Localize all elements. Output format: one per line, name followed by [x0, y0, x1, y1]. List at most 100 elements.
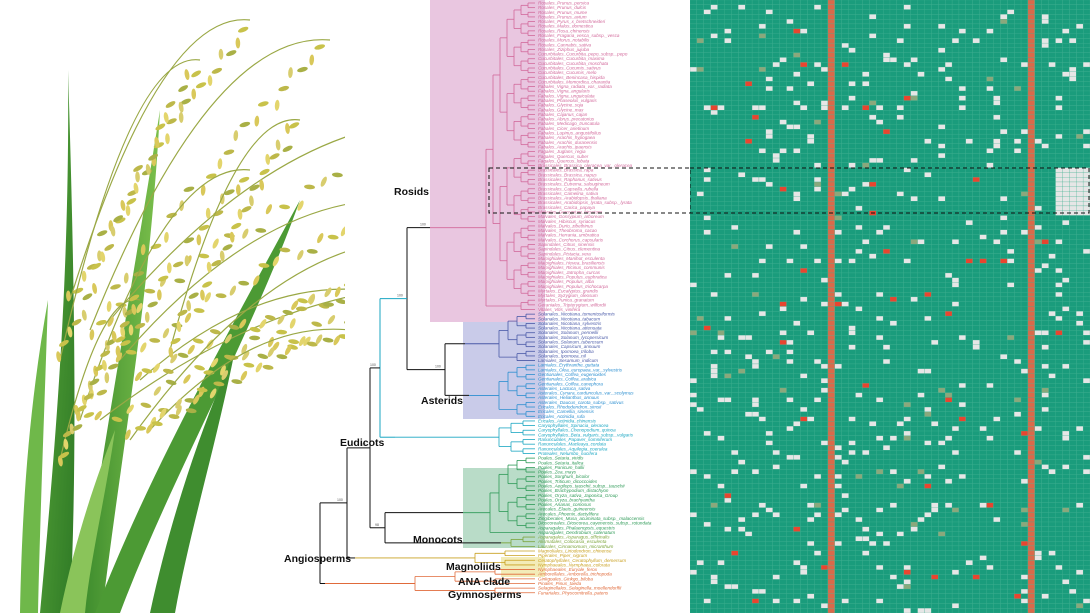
leaf-blades — [20, 70, 300, 613]
tip-label: Malpighiales_Ricinus_communis — [538, 265, 605, 270]
tip-label: Vitales_Vitis_vinifera — [538, 307, 581, 312]
tip-label: Malpighiales_Manihot_esculenta — [538, 256, 605, 261]
tip-label: Malpighiales_Jatropha_curcas — [538, 270, 601, 275]
tip-label: Poales_Aegilops_tauschii_subsp._tauschii — [538, 483, 626, 488]
tip-label: Laurales_Cinnamomum_micranthum — [538, 544, 613, 549]
tip-label: Caryophyllales_Spinacia_oleracea — [538, 423, 609, 428]
highlight-box-brassicales — [488, 167, 690, 214]
tip-labels: Rosales_Prunus_persicaRosales_Prunus_dul… — [537, 1, 652, 596]
tip-label: Asparagales_Asparagus_officinalis — [537, 535, 610, 540]
clade-label-gymnosperms: Gymnosperms — [448, 589, 522, 601]
tip-label: Fabales_Arachis_hypogaea — [538, 135, 595, 140]
tip-label: Rosales_Fragaria_vesca_subsp._vesca — [538, 33, 620, 38]
tip-label: Brassicales_Raphanus_sativus — [538, 177, 603, 182]
tree-branches: 100 100 100 100 100 100 98 — [319, 2, 535, 594]
tip-label: Asterales_Cynara_cardunculus_var._scolym… — [537, 391, 634, 396]
tip-label: Cucurbitales_Cucumis_melo — [538, 70, 597, 75]
svg-text:100: 100 — [397, 294, 403, 298]
tip-label: Ranunculales_Macleaya_cordata — [538, 442, 606, 447]
tip-label: Arecales_Phoenix_dactylifera — [537, 511, 599, 516]
tip-label: Asterales_Helianthus_annuus — [537, 395, 600, 400]
tip-label: Brassicales_Camelina_sativa — [538, 191, 598, 196]
tip-label: Malvales_Gossypium_arboreum — [538, 214, 604, 219]
tip-label: Solanales_Nicotiana_tomentosiformis — [538, 312, 616, 317]
tip-label: Myrtales_Syzygium_oleosum — [538, 293, 598, 298]
tip-label: Ericales_Rhododendron_simsii — [538, 405, 602, 410]
tip-label: Solanales_Solanum_lycopersicum — [538, 335, 608, 340]
tip-label: Gentianales_Coffea_arabica — [538, 377, 597, 382]
tip-label: Poales_Setaria_viridis — [538, 456, 584, 461]
tip-label: Fabales_Cajanus_cajan — [538, 112, 588, 117]
tip-label: Cucurbitales_Benincasa_hispida — [538, 75, 605, 80]
tip-label: Gentianales_Coffea_canephora — [538, 381, 603, 386]
tip-label: Proteales_Nelumbo_nucifera — [538, 451, 598, 456]
svg-text:98: 98 — [375, 523, 379, 527]
tip-label: Piperales_Piper_nigrum — [538, 553, 587, 558]
tip-label: Fabales_Abrus_precatorius — [538, 117, 595, 122]
magnoliids-shading — [501, 557, 545, 577]
tip-label: Pinales_Pinus_taeda — [538, 581, 582, 586]
tip-label: Ginkgoales_Ginkgo_biloba — [538, 576, 593, 581]
clade-label-magnoliids: Magnoliids — [446, 561, 501, 573]
tip-label: Sapindales_Citrus_clementina — [538, 247, 600, 252]
rice-panicles — [56, 19, 345, 467]
monocots-shading — [463, 468, 545, 548]
svg-text:100: 100 — [435, 365, 441, 369]
tip-label: Cucurbitales_Cucumis_sativus — [538, 66, 602, 71]
tip-label: Malpighiales_Populus_euphratica — [538, 274, 607, 279]
tip-label: Myrtales_Punica_granatum — [538, 298, 594, 303]
tip-label: Amborellales_Amborella_trichopoda — [537, 572, 612, 577]
tip-label: Malpighiales_Hevea_brasiliensis — [538, 261, 605, 266]
svg-text:100: 100 — [337, 498, 343, 502]
rosids-shading — [430, 0, 545, 322]
tip-label: Rosales_Rosa_chinensis — [538, 28, 590, 33]
tip-label: Fabales_Phaseolus_vulgaris — [538, 98, 597, 103]
tip-label: Asterales_Daucus_carota_subsp._sativus — [537, 400, 624, 405]
tip-label: Nymphaeales_Euryale_ferox — [538, 567, 598, 572]
tip-label: Selaginellales_Selaginella_moellendorffi… — [538, 586, 622, 591]
tip-label: Brassicales_Eutrema_salsugineum — [538, 182, 610, 187]
tip-label: Brassicales_Brassica_oleracea_var._olera… — [538, 163, 632, 168]
tip-label: Fagales_Quercus_lobata — [538, 158, 590, 163]
tip-label: Malvales_Durio_zibethinus — [538, 223, 594, 228]
tip-label: Fabales_Arachis_duranensis — [538, 140, 598, 145]
tip-label: Cucurbitales_Cucurbita_maxima — [538, 56, 605, 61]
clade-label-eudicots: Eudicots — [340, 437, 385, 449]
tip-label: Rosales_Morus_notabilis — [538, 38, 590, 43]
tip-label: Magnoliales_Liriodendron_chinense — [538, 548, 612, 553]
tip-label: Brassicales_Brassica_rapa — [538, 168, 594, 173]
tip-label: Solanales_Solanum_tuberosum — [538, 340, 603, 345]
tip-label: Poales_Ananas_comosus — [538, 502, 592, 507]
tip-label: Caryophyllales_Chenopodium_quinoa — [538, 428, 616, 433]
tip-label: Ranunculales_Papaver_somniferum — [538, 437, 612, 442]
tip-label: Alismatales_Colocasia_esculenta — [537, 539, 607, 544]
tip-label: Malvales_Herrania_umbratica — [538, 233, 599, 238]
tip-label: Poales_Panicum_hallii — [538, 465, 585, 470]
tip-label: Solanales_Ipomoea_nil — [538, 353, 587, 358]
tip-label: Solanales_Nicotiana_attenuata — [538, 326, 602, 331]
clade-label-angiosperms: Angiosperms — [284, 553, 352, 565]
tip-label: Zingiberales_Musa_acuminata_subsp._malac… — [537, 516, 645, 521]
tip-label: Poales_Setaria_italica — [538, 460, 584, 465]
tip-label: Cucurbitales_Cucurbita_pepo_subsp._pepo — [538, 52, 628, 57]
clade-label-monocots: Monocots — [413, 534, 463, 546]
tip-label: Poales_Oryza_brachyantha — [538, 497, 595, 502]
tip-label: Poales_Zea_mays — [538, 470, 577, 475]
tip-label: Poales_Sorghum_bicolor — [538, 474, 590, 479]
tip-label: Sapindales_Citrus_sinensis — [538, 242, 595, 247]
tip-label: Fagales_Juglans_regia — [538, 149, 586, 154]
tip-label: Malpighiales_Populus_alba — [538, 279, 594, 284]
tip-label: Malvales_Theobroma_cacao — [538, 228, 597, 233]
tip-label: Solanales_Solanum_pennellii — [538, 330, 599, 335]
tip-label: Ceratophyllales_Ceratophyllum_demersum — [538, 558, 626, 563]
tip-label: Cucurbitales_Momordica_charantia — [538, 79, 611, 84]
tip-label: Fabales_Glycine_max — [538, 107, 584, 112]
tip-label: Gentianales_Coffea_eugenioides — [538, 372, 607, 377]
tip-label: Fagales_Quercus_suber — [538, 154, 589, 159]
tip-label: Fabales_Lupinus_angustifolius — [538, 131, 602, 136]
tip-label: Rosales_Cannabis_sativa — [538, 42, 592, 47]
tip-label: Brassicales_Arabidopsis_lyrata_subsp._ly… — [538, 200, 632, 205]
tip-label: Sapindales_Pistacia_vera — [538, 251, 591, 256]
tip-label: Brassicales_Capsella_rubella — [538, 186, 599, 191]
clade-label-ana-clade: ANA clade — [458, 576, 511, 588]
